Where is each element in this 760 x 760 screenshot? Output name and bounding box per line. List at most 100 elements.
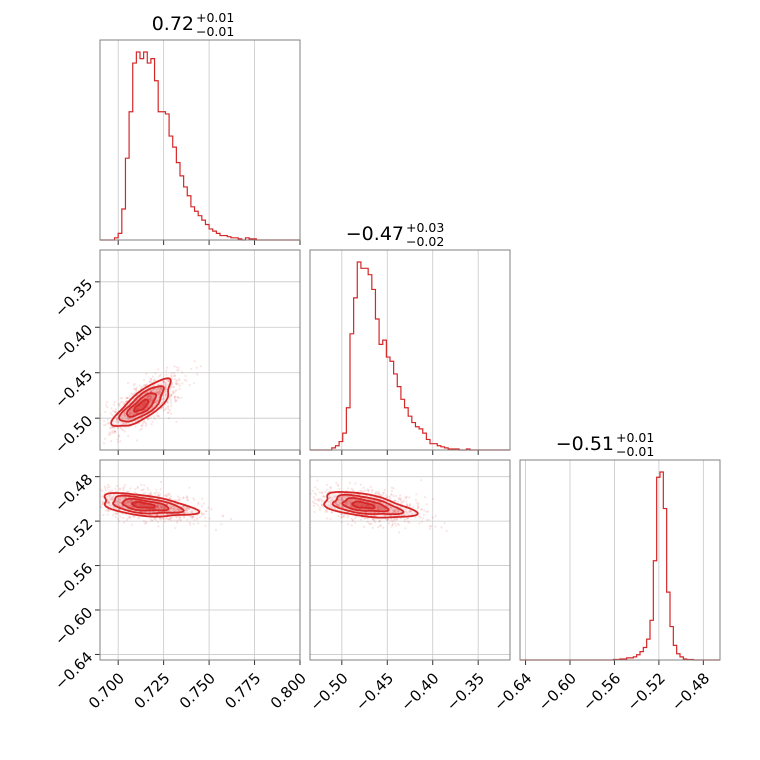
sample-point: [107, 422, 110, 425]
sample-point: [118, 403, 121, 406]
sample-point: [158, 388, 161, 391]
sample-point: [95, 431, 97, 433]
sample-point: [126, 501, 130, 504]
sample-point: [157, 414, 160, 418]
sample-point: [106, 418, 109, 421]
sample-point: [117, 426, 120, 429]
sample-point: [158, 393, 161, 396]
sample-point: [340, 516, 343, 519]
sample-point: [405, 500, 408, 503]
sample-point: [128, 412, 131, 415]
sample-point: [175, 379, 178, 382]
sample-point: [412, 506, 415, 509]
sample-point: [94, 494, 96, 496]
sample-point: [147, 417, 150, 420]
sample-point: [422, 513, 425, 517]
sample-point: [325, 517, 328, 520]
sample-point: [389, 506, 392, 509]
sample-point: [354, 482, 357, 485]
sample-point: [140, 424, 143, 427]
sample-point: [112, 514, 115, 517]
sample-point: [384, 503, 388, 507]
sample-point: [150, 396, 153, 399]
sample-point: [156, 506, 159, 509]
sample-point: [159, 488, 162, 491]
sample-point: [167, 417, 171, 420]
sample-point: [165, 517, 168, 520]
sample-point: [364, 517, 367, 520]
sample-point: [122, 521, 125, 524]
sample-point: [170, 374, 173, 377]
sample-point: [192, 516, 195, 519]
sample-point: [131, 515, 134, 518]
sample-point: [139, 428, 142, 431]
sample-point: [321, 504, 324, 507]
sample-point: [178, 384, 181, 387]
title-plus: +0.01: [196, 10, 234, 25]
sample-point: [164, 387, 167, 391]
sample-point: [159, 387, 163, 390]
sample-point: [149, 395, 153, 398]
sample-point: [160, 517, 163, 520]
y-tick-label: −0.40: [51, 321, 96, 366]
sample-point: [103, 424, 106, 427]
sample-point: [168, 518, 171, 521]
sample-point: [346, 495, 349, 498]
sample-point: [318, 499, 321, 502]
sample-point: [115, 512, 118, 515]
sample-point: [122, 402, 125, 405]
sample-point: [416, 506, 419, 509]
sample-point: [417, 505, 420, 508]
sample-point: [109, 412, 112, 415]
sample-point: [367, 490, 370, 493]
sample-point: [107, 509, 110, 512]
sample-point: [146, 486, 149, 490]
sample-point: [347, 514, 350, 518]
sample-point: [359, 518, 363, 521]
sample-point: [337, 504, 341, 507]
sample-point: [141, 422, 144, 425]
sample-point: [372, 514, 375, 517]
sample-point: [313, 492, 316, 495]
sample-point: [371, 490, 374, 493]
sample-point: [349, 501, 352, 504]
sample-point: [110, 426, 113, 429]
sample-point: [400, 506, 403, 509]
sample-point: [121, 428, 124, 431]
sample-point: [420, 479, 423, 482]
sample-point: [370, 511, 373, 514]
sample-point: [168, 492, 171, 495]
sample-point: [351, 519, 355, 522]
sample-point: [202, 502, 205, 505]
sample-point: [115, 501, 118, 504]
sample-point: [204, 509, 207, 513]
sample-point: [148, 510, 152, 513]
sample-point: [404, 510, 407, 513]
sample-point: [170, 519, 173, 522]
sample-point: [170, 402, 173, 405]
sample-point: [132, 506, 135, 509]
sample-point: [393, 510, 396, 513]
sample-point: [184, 509, 187, 512]
sample-point: [193, 382, 196, 385]
sample-point: [403, 520, 406, 523]
sample-point: [86, 496, 88, 498]
sample-point: [108, 495, 111, 498]
sample-point: [359, 489, 362, 492]
sample-point: [306, 483, 308, 485]
sample-point: [182, 496, 185, 499]
sample-point: [378, 508, 381, 511]
sample-point: [112, 409, 115, 412]
sample-point: [337, 484, 340, 487]
sample-point: [302, 489, 304, 491]
sample-point: [296, 501, 298, 503]
sample-point: [134, 488, 137, 491]
sample-point: [122, 516, 125, 520]
sample-point: [155, 505, 158, 508]
histogram-title-0: 0.72 +0.01−0.01: [152, 10, 235, 39]
sample-point: [125, 519, 128, 522]
sample-point: [175, 389, 178, 392]
sample-point: [151, 406, 154, 409]
sample-point: [172, 385, 175, 388]
sample-point: [427, 518, 430, 522]
